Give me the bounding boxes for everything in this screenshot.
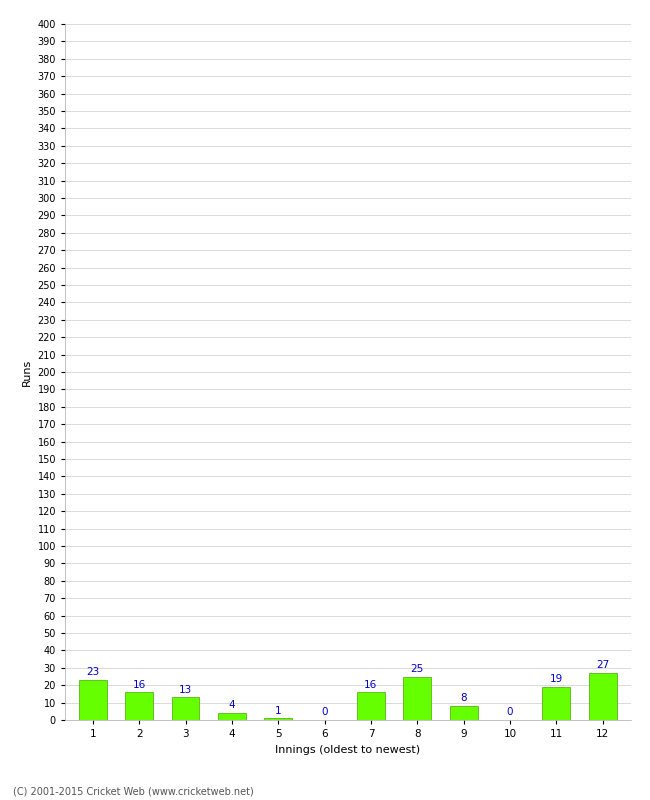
X-axis label: Innings (oldest to newest): Innings (oldest to newest): [275, 745, 421, 754]
Bar: [357, 692, 385, 720]
Text: (C) 2001-2015 Cricket Web (www.cricketweb.net): (C) 2001-2015 Cricket Web (www.cricketwe…: [13, 786, 254, 796]
Text: 4: 4: [229, 701, 235, 710]
Bar: [218, 713, 246, 720]
Text: 8: 8: [460, 694, 467, 703]
Text: 0: 0: [321, 707, 328, 718]
Bar: [79, 680, 107, 720]
Bar: [265, 718, 292, 720]
Text: 16: 16: [133, 679, 146, 690]
Text: 0: 0: [507, 707, 514, 718]
Y-axis label: Runs: Runs: [22, 358, 32, 386]
Bar: [543, 687, 570, 720]
Text: 23: 23: [86, 667, 99, 678]
Text: 19: 19: [550, 674, 563, 684]
Text: 13: 13: [179, 685, 192, 694]
Text: 27: 27: [596, 661, 609, 670]
Bar: [125, 692, 153, 720]
Text: 1: 1: [275, 706, 281, 716]
Bar: [172, 698, 200, 720]
Bar: [589, 673, 617, 720]
Text: 25: 25: [411, 664, 424, 674]
Bar: [404, 677, 431, 720]
Bar: [450, 706, 478, 720]
Text: 16: 16: [364, 679, 378, 690]
